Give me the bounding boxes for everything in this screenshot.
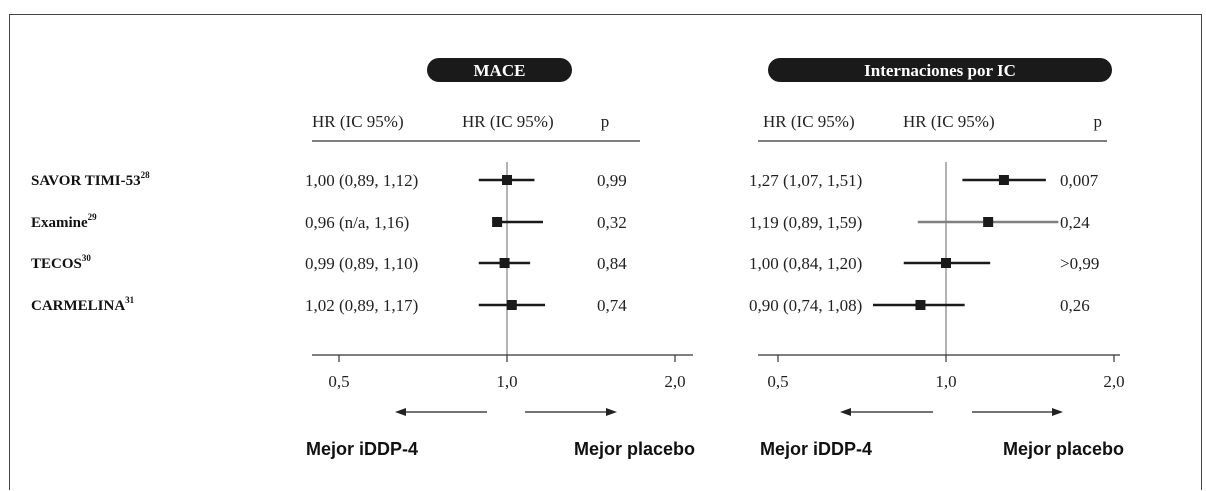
hr-ci-text: 0,90 (0,74, 1,08) <box>749 296 862 315</box>
panel-title-pill <box>427 58 572 82</box>
hr-marker <box>941 258 951 268</box>
x-tick-label: 1,0 <box>935 372 956 391</box>
hr-ci-text: 1,00 (0,84, 1,20) <box>749 254 862 273</box>
p-value: 0,007 <box>1060 171 1099 190</box>
study-name: TECOS <box>31 256 82 272</box>
hr-marker <box>492 217 503 227</box>
x-tick-label: 1,0 <box>496 372 517 391</box>
hr-ci-text: 1,19 (0,89, 1,59) <box>749 213 862 232</box>
x-tick-label: 2,0 <box>664 372 685 391</box>
study-ref-superscript: 30 <box>82 253 92 263</box>
column-header: HR (IC 95%) <box>903 112 995 131</box>
arrow-right-head <box>606 408 617 416</box>
column-header: HR (IC 95%) <box>763 112 855 131</box>
hr-marker <box>998 175 1009 185</box>
column-header: p <box>1094 112 1103 131</box>
p-value: 0,24 <box>1060 213 1090 232</box>
panel-title: Internaciones por IC <box>864 61 1016 80</box>
figure-frame <box>9 14 1202 490</box>
panel-title: MACE <box>474 61 526 80</box>
hr-ci-text: 0,99 (0,89, 1,10) <box>305 254 418 273</box>
study-name: Examine <box>31 215 88 231</box>
hr-marker <box>502 175 512 185</box>
favors-right-label: Mejor placebo <box>1003 439 1124 459</box>
hr-marker <box>499 258 510 268</box>
x-tick-label: 2,0 <box>1103 372 1124 391</box>
study-label: SAVOR TIMI-5328 <box>31 170 150 189</box>
p-value: 0,84 <box>597 254 627 273</box>
study-label: Examine29 <box>31 212 97 231</box>
p-value: 0,32 <box>597 213 627 232</box>
p-value: >0,99 <box>1060 254 1099 273</box>
column-header: HR (IC 95%) <box>462 112 554 131</box>
hr-marker <box>506 300 517 310</box>
column-header: p <box>601 112 610 131</box>
study-ref-superscript: 29 <box>88 212 98 222</box>
hr-marker <box>983 217 994 227</box>
study-ref-superscript: 28 <box>141 170 151 180</box>
hr-ci-text: 0,96 (n/a, 1,16) <box>305 213 409 232</box>
study-name: SAVOR TIMI-53 <box>31 173 141 189</box>
hr-ci-text: 1,00 (0,89, 1,12) <box>305 171 418 190</box>
column-header: HR (IC 95%) <box>312 112 404 131</box>
arrow-left-head <box>840 408 851 416</box>
favors-left-label: Mejor iDDP-4 <box>306 439 418 459</box>
arrow-right-head <box>1052 408 1063 416</box>
p-value: 0,74 <box>597 296 627 315</box>
study-label: CARMELINA31 <box>31 295 135 314</box>
favors-right-label: Mejor placebo <box>574 439 695 459</box>
hr-ci-text: 1,02 (0,89, 1,17) <box>305 296 418 315</box>
arrow-left-head <box>395 408 406 416</box>
study-ref-superscript: 31 <box>125 295 135 305</box>
favors-left-label: Mejor iDDP-4 <box>760 439 872 459</box>
panel-title-pill <box>768 58 1112 82</box>
x-tick-label: 0,5 <box>328 372 349 391</box>
x-tick-label: 0,5 <box>767 372 788 391</box>
hr-marker <box>915 300 926 310</box>
hr-ci-text: 1,27 (1,07, 1,51) <box>749 171 862 190</box>
study-name: CARMELINA <box>31 298 125 314</box>
study-label: TECOS30 <box>31 253 91 272</box>
p-value: 0,99 <box>597 171 627 190</box>
p-value: 0,26 <box>1060 296 1090 315</box>
